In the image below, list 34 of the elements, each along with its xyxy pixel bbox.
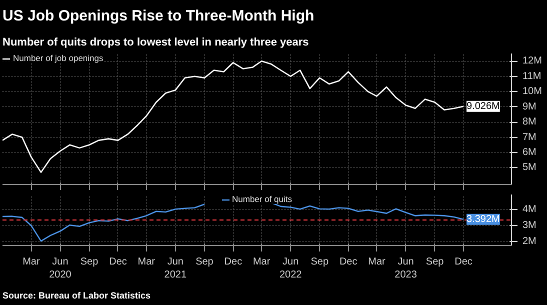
x-tick-label: Dec [109,256,127,268]
y-tick-label: 7M [522,132,536,143]
y-tick-label: 11M [522,70,542,82]
x-tick-label: Mar [22,256,40,268]
y-tick-label: 2M [522,236,536,248]
x-tick-label: Jun 2020 [49,256,72,281]
x-tick-label: Sep [426,256,444,268]
x-tick-label: Dec [339,256,358,268]
x-tick-label: Mar [138,256,156,268]
data-label: 3.392M [466,214,500,225]
x-tick-label: Jun 2023 [394,256,418,281]
y-tick-label: 4M [522,204,536,216]
chart-title: US Job Openings Rise to Three-Month High [2,8,314,24]
y-tick-label: 9M [522,101,536,112]
x-tick-label: Jun 2021 [164,256,187,281]
y-tick-label: 6M [522,147,536,158]
x-tick-label: Sep [196,256,214,268]
y-tick-label: 10M [522,86,542,98]
x-tick-label: Sep [310,256,329,268]
x-tick-label: Sep [80,256,99,268]
data-label: 9.026M [466,100,500,112]
x-tick-label: Dec [224,256,242,268]
legend-label: Number of quits [232,194,292,204]
y-tick-label: 5M [522,162,536,174]
chart-subtitle: Number of quits drops to lowest level in nearly three years [2,36,309,48]
source-note: Source: Bureau of Labor Statistics [2,290,151,300]
x-tick-label: Mar [368,256,386,268]
x-tick-label: Jun 2022 [279,256,302,281]
y-tick-label: 12M [522,56,542,67]
y-tick-label: 3M [522,220,536,232]
x-tick-label: Dec [454,256,472,268]
y-tick-label: 8M [522,116,536,128]
legend-label: Number of job openings [13,53,104,63]
x-tick-label: Mar [252,256,271,268]
